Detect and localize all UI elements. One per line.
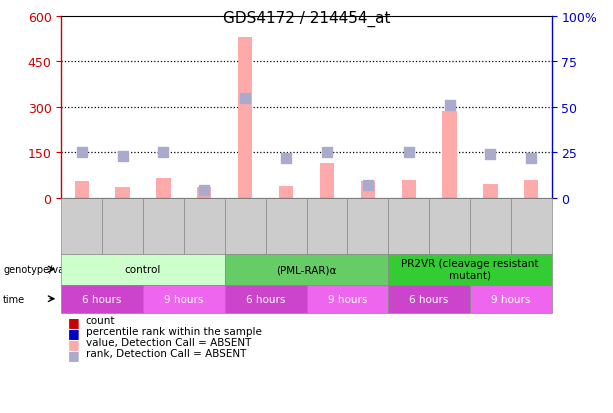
Text: ■: ■ <box>67 337 79 350</box>
Text: 6 hours: 6 hours <box>83 294 122 304</box>
Point <box>281 155 291 161</box>
Point <box>485 151 495 158</box>
Bar <box>320 164 334 198</box>
Bar <box>197 188 211 198</box>
Text: genotype/variation: genotype/variation <box>3 264 96 275</box>
Point <box>322 150 332 156</box>
Bar <box>75 182 89 198</box>
Text: count: count <box>86 315 115 325</box>
Text: (PML-RAR)α: (PML-RAR)α <box>276 264 337 275</box>
Point <box>118 153 128 160</box>
Text: ■: ■ <box>67 349 79 361</box>
Text: rank, Detection Call = ABSENT: rank, Detection Call = ABSENT <box>86 349 246 358</box>
Bar <box>483 185 498 198</box>
Text: PR2VR (cleavage resistant
mutant): PR2VR (cleavage resistant mutant) <box>402 259 539 280</box>
Bar <box>360 182 375 198</box>
Point <box>404 150 414 156</box>
Text: 9 hours: 9 hours <box>491 294 530 304</box>
Point <box>363 182 373 189</box>
Bar <box>402 180 416 198</box>
Text: GDS4172 / 214454_at: GDS4172 / 214454_at <box>223 10 390 26</box>
Text: 9 hours: 9 hours <box>164 294 204 304</box>
Bar <box>443 112 457 198</box>
Bar <box>115 188 130 198</box>
Bar <box>238 38 253 198</box>
Text: control: control <box>125 264 161 275</box>
Bar <box>279 186 293 198</box>
Point <box>199 188 209 194</box>
Bar <box>524 180 538 198</box>
Point <box>240 95 250 102</box>
Text: ■: ■ <box>67 315 79 328</box>
Text: 6 hours: 6 hours <box>246 294 285 304</box>
Point <box>77 150 86 156</box>
Bar <box>156 178 170 198</box>
Text: value, Detection Call = ABSENT: value, Detection Call = ABSENT <box>86 337 251 347</box>
Point <box>444 102 454 109</box>
Point <box>159 150 169 156</box>
Text: 6 hours: 6 hours <box>409 294 449 304</box>
Point <box>527 155 536 161</box>
Text: 9 hours: 9 hours <box>328 294 367 304</box>
Text: ■: ■ <box>67 326 79 339</box>
Text: percentile rank within the sample: percentile rank within the sample <box>86 326 262 336</box>
Text: time: time <box>3 294 25 304</box>
